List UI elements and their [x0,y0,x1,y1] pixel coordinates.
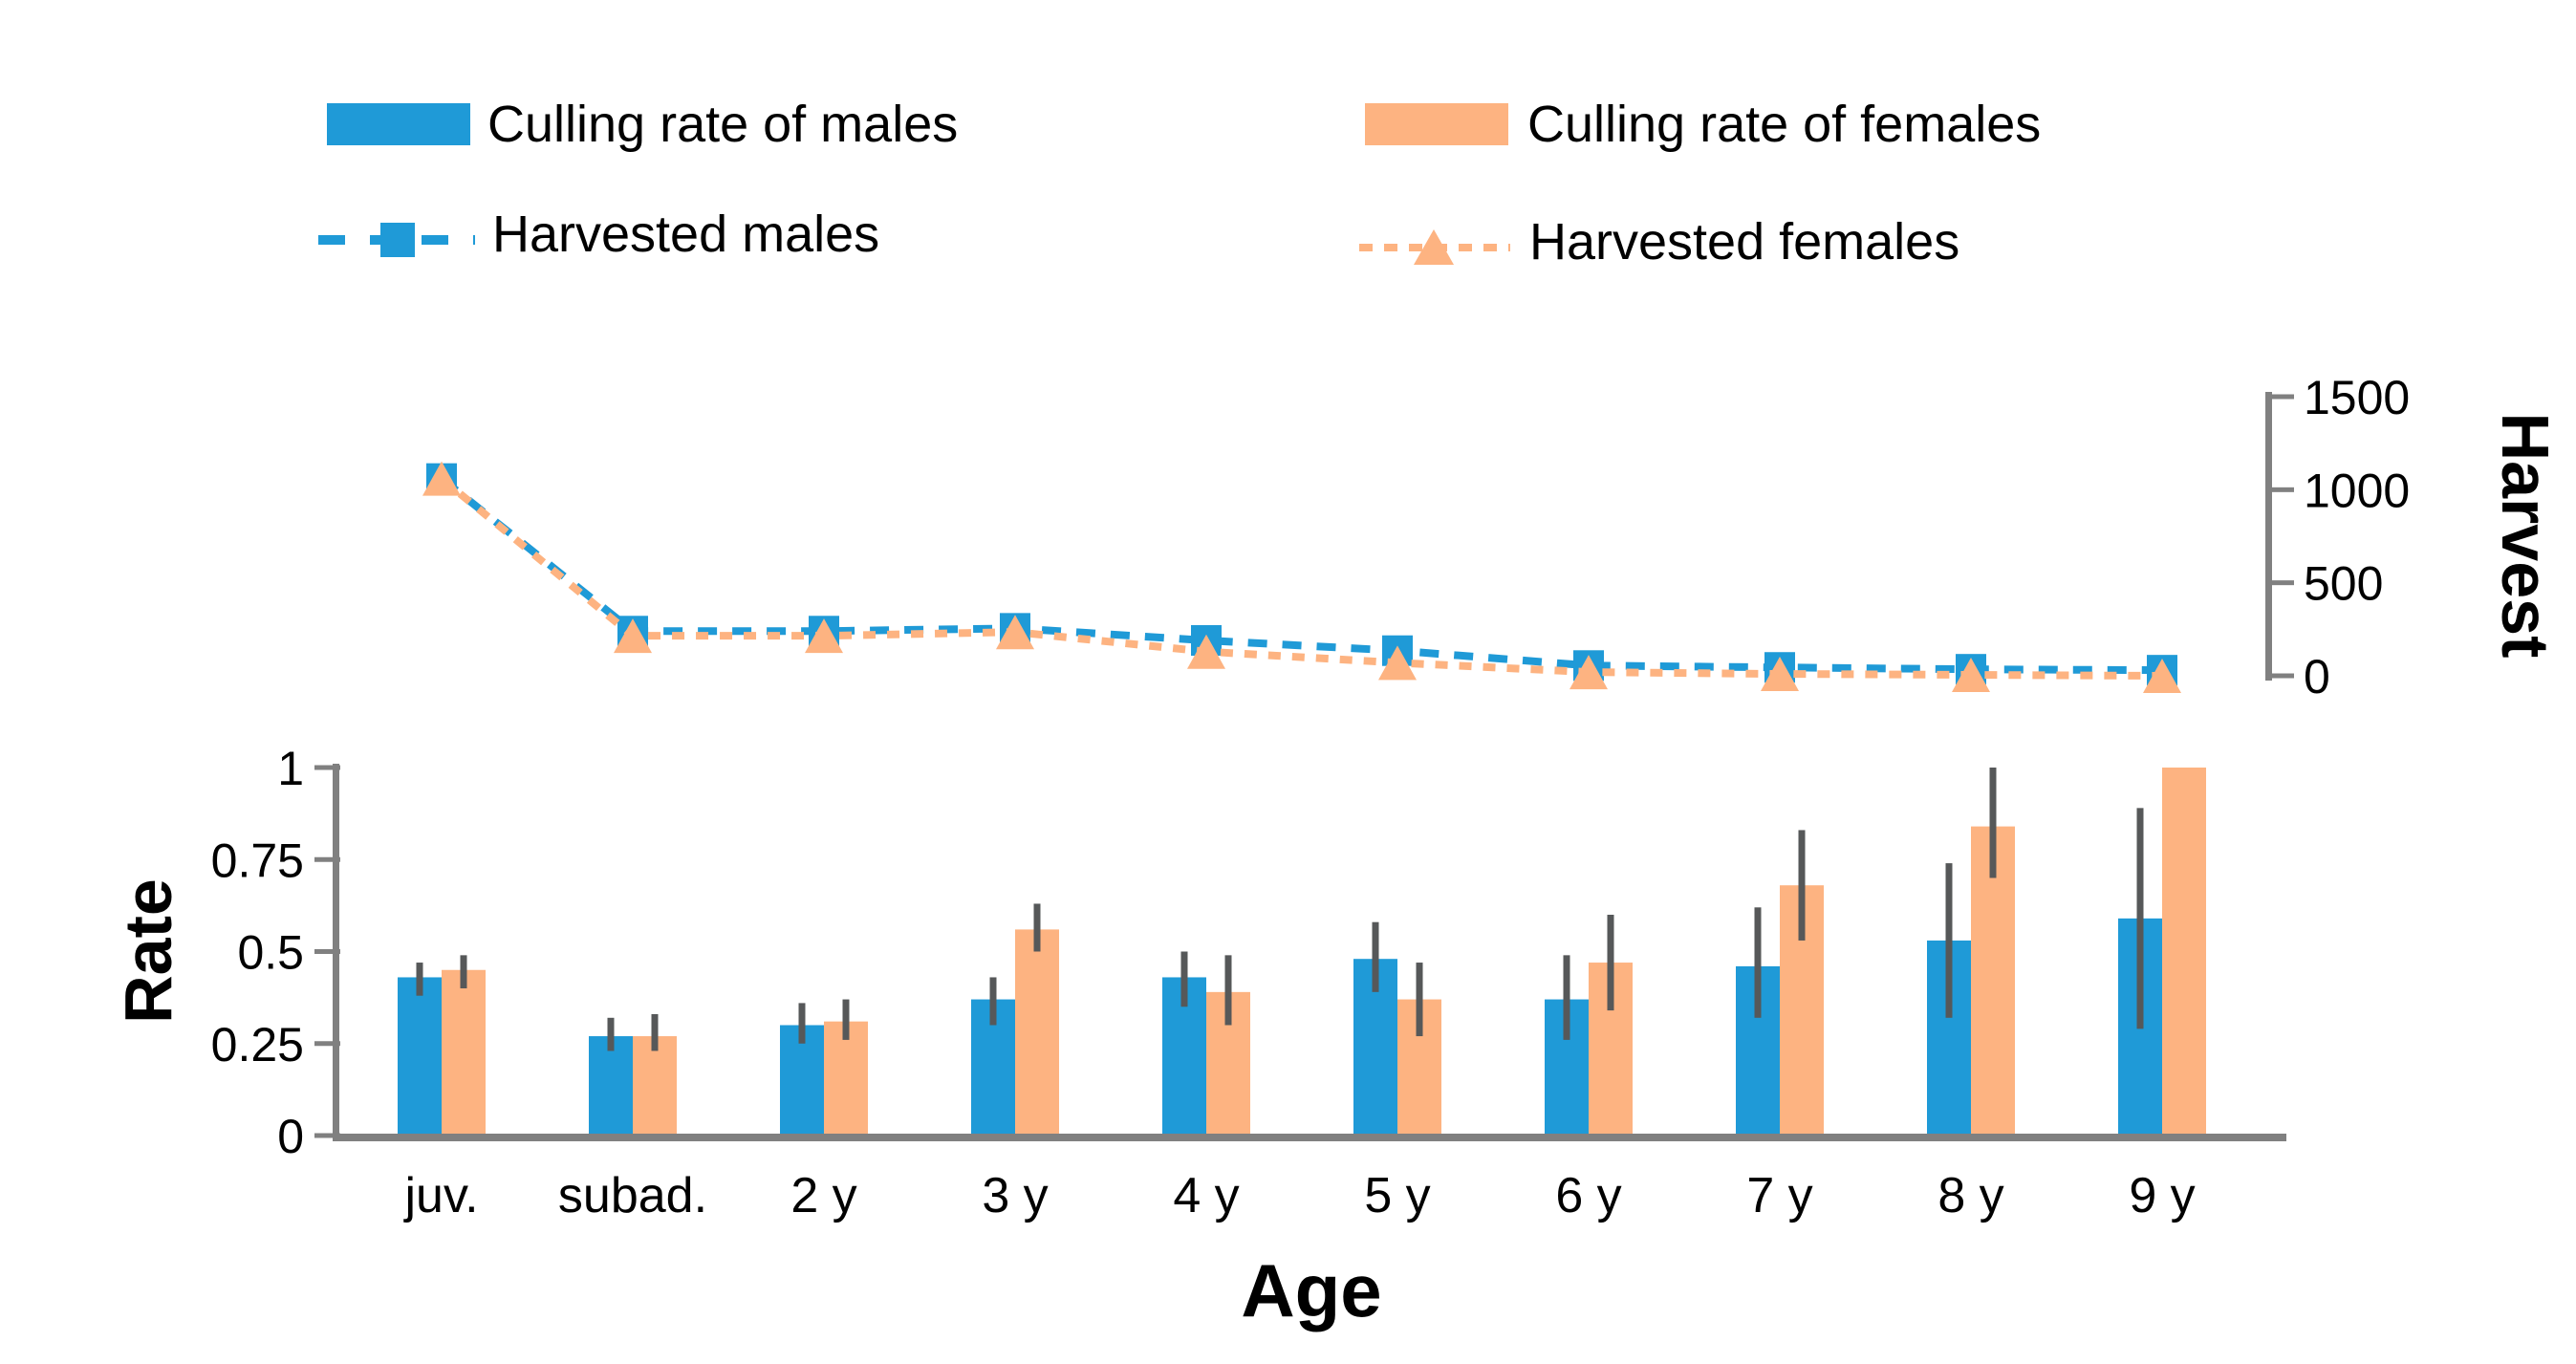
triangle-marker [614,618,652,654]
tick-label: 1000 [2304,464,2410,517]
triangle-marker [1569,655,1608,690]
bar [2162,768,2206,1136]
triangle-marker [1187,634,1225,669]
tick-label: 6 y [1555,1168,1621,1223]
error-bar [607,1017,615,1051]
error-bar [1798,830,1806,941]
error-bar [1754,907,1762,1018]
tick-label: 0.25 [211,1018,304,1072]
error-bars [416,768,2144,1051]
tick-label: 0 [277,1110,304,1163]
tick-label: 4 y [1173,1168,1239,1223]
legend-label-harvested-males: Harvested males [492,206,880,263]
error-bar [1945,863,1953,1018]
error-bar [416,963,423,996]
triangle-marker [805,618,843,654]
age-axis-title: Age [1241,1248,1382,1332]
error-bar [1416,963,1423,1037]
tick-label: 0.75 [211,834,304,887]
error-bar [1372,921,1379,992]
tick-label: 8 y [1937,1168,2003,1223]
rate-axis-title: Rate [111,878,185,1024]
bar [442,969,486,1136]
bar [398,977,442,1136]
harvest-line-females [422,461,2181,693]
error-bar [1989,768,1997,878]
rate-axis: 0 0.25 0.5 0.75 1 [211,742,340,1163]
tick-label: 1500 [2304,371,2410,424]
legend-swatch-culling-females [1365,103,1508,145]
error-bar [651,1013,659,1051]
error-bar [460,955,467,988]
error-bar [1563,955,1570,1040]
triangle-marker [1378,645,1417,681]
triangle-marker [1761,657,1799,692]
tick-label: 0 [2304,650,2330,704]
legend-label-harvested-females: Harvested females [1529,213,1960,271]
x-axis: juv. subad. 2 y 3 y 4 y 5 y 6 y 7 y 8 y 9 y [333,1134,2286,1223]
legend-square-marker [380,223,415,257]
tick-label: juv. [402,1168,478,1223]
tick-label: 3 y [982,1168,1048,1223]
legend-label-culling-females: Culling rate of females [1527,96,2042,153]
tick-label: 7 y [1746,1168,1812,1223]
harvest-line-males [426,463,2177,686]
legend-label-culling-males: Culling rate of males [487,96,959,153]
triangle-marker [422,461,461,496]
error-bar [1033,903,1041,952]
error-bar [1224,955,1232,1026]
tick-label: 5 y [1364,1168,1430,1223]
bars-culling-females [442,768,2206,1136]
tick-label: 1 [277,742,304,795]
legend-triangle-marker [1414,229,1454,265]
triangle-marker [996,615,1034,650]
bar [1015,929,1059,1136]
error-bar [1180,951,1188,1007]
harvest-axis-title: Harvest [2488,412,2563,659]
triangle-marker [1952,658,1990,693]
tick-label: 9 y [2129,1168,2195,1223]
error-bar [798,1003,806,1044]
bar [824,1021,868,1136]
bar [589,1036,633,1136]
harvest-axis: 0 500 1000 1500 [2265,371,2410,704]
error-bar [842,999,850,1040]
triangle-marker [2143,659,2181,693]
error-bar [2136,808,2144,1029]
tick-label: 500 [2304,557,2383,611]
error-bar [1607,915,1614,1011]
error-bar [989,977,997,1026]
legend-swatch-culling-males [327,103,470,145]
bar [633,1036,677,1136]
tick-label: 2 y [790,1168,856,1223]
tick-label: subad. [558,1168,707,1223]
legend-swatches [318,103,1510,265]
tick-label: 0.5 [237,926,304,980]
